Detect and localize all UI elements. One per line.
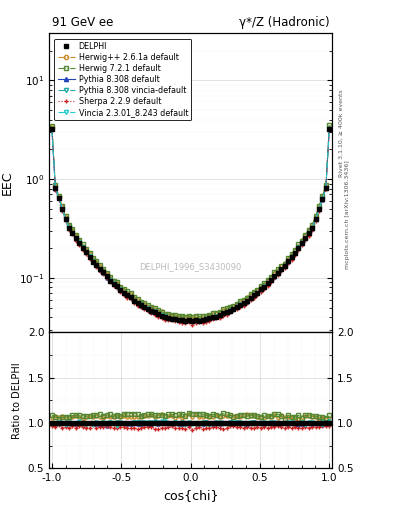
X-axis label: cos{chi}: cos{chi}: [163, 489, 219, 502]
Text: mcplots.cern.ch [arXiv:1306.3436]: mcplots.cern.ch [arXiv:1306.3436]: [345, 161, 350, 269]
Text: DELPHI_1996_S3430090: DELPHI_1996_S3430090: [140, 262, 242, 271]
Text: Rivet 3.1.10, ≥ 400k events: Rivet 3.1.10, ≥ 400k events: [339, 89, 344, 177]
Text: 91 GeV ee: 91 GeV ee: [52, 16, 113, 29]
Y-axis label: EEC: EEC: [0, 170, 13, 195]
Text: γ*/Z (Hadronic): γ*/Z (Hadronic): [239, 16, 329, 29]
Legend: DELPHI, Herwig++ 2.6.1a default, Herwig 7.2.1 default, Pythia 8.308 default, Pyt: DELPHI, Herwig++ 2.6.1a default, Herwig …: [54, 39, 191, 120]
Y-axis label: Ratio to DELPHI: Ratio to DELPHI: [12, 362, 22, 439]
